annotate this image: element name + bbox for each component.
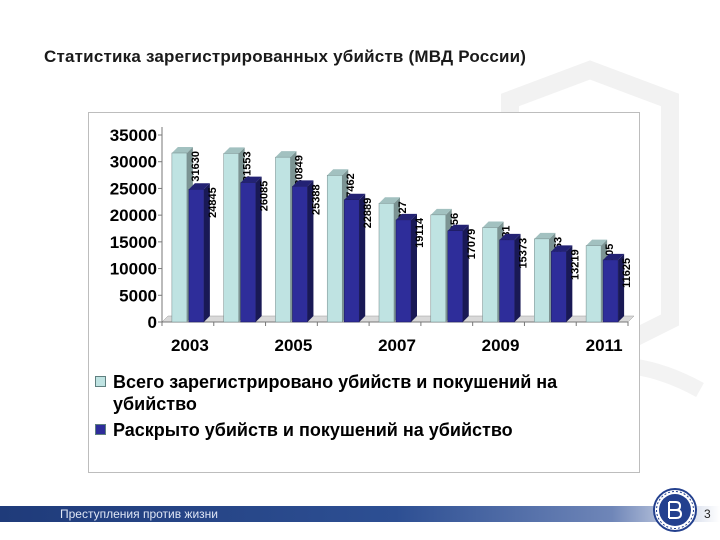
- bar-solved: [499, 239, 515, 323]
- data-label: 19114: [414, 217, 426, 248]
- data-label: 15373: [518, 238, 530, 269]
- data-label: 17079: [466, 229, 478, 260]
- bar-solved: [343, 199, 360, 323]
- footer-text: Преступления против жизни: [60, 507, 218, 521]
- bar-total: [482, 227, 498, 323]
- legend-label-solved: Раскрыто убийств и покушений на убийство: [113, 420, 513, 440]
- bar-solved: [395, 219, 412, 323]
- x-tick-label: 2005: [275, 336, 313, 355]
- legend: Всего зарегистрировано убийств и покушен…: [91, 371, 639, 445]
- bar-top: [534, 232, 556, 239]
- bar-top: [327, 169, 349, 176]
- legend-swatch-total: [95, 376, 106, 387]
- legend-label-total: Всего зарегистрировано убийств и покушен…: [113, 372, 558, 414]
- bar-solved: [188, 189, 205, 323]
- data-label: 25388: [310, 184, 322, 215]
- x-tick-label: 2003: [171, 336, 209, 355]
- bar-total: [430, 214, 447, 323]
- bar-top: [292, 180, 314, 187]
- bar-top: [396, 213, 417, 220]
- bar-side: [618, 253, 625, 322]
- bar-side: [514, 233, 521, 322]
- data-label: 31553: [242, 151, 254, 182]
- y-tick-label: 5000: [119, 286, 157, 305]
- data-label: 22889: [362, 198, 374, 229]
- bar-top: [603, 253, 625, 260]
- bar-top: [379, 197, 400, 204]
- bar-side: [359, 193, 366, 322]
- bar-top: [551, 245, 573, 252]
- x-tick-label: 2007: [378, 336, 416, 355]
- data-label: 11625: [621, 258, 633, 288]
- bar-total: [275, 156, 291, 323]
- bar-top: [447, 224, 469, 231]
- data-label: 31630: [190, 151, 202, 182]
- bar-top: [240, 176, 262, 183]
- data-label: 26085: [259, 181, 271, 212]
- data-label: 24845: [207, 187, 219, 218]
- bar-solved: [447, 230, 464, 323]
- bar-total: [326, 175, 343, 323]
- legend-swatch-solved: [95, 424, 106, 435]
- bar-top: [499, 233, 521, 240]
- bar-top: [171, 147, 193, 154]
- bar-side: [255, 176, 262, 322]
- bar-top: [430, 208, 452, 215]
- bar-top: [344, 193, 366, 200]
- y-tick-label: 25000: [110, 179, 157, 198]
- bar-top: [586, 239, 608, 246]
- y-tick-label: 15000: [110, 233, 157, 252]
- bar-total: [534, 238, 550, 323]
- x-tick-label: 2011: [586, 336, 623, 355]
- slide-title: Статистика зарегистрированных убийств (М…: [44, 47, 527, 66]
- bar-side: [566, 245, 573, 322]
- bar-top: [188, 183, 210, 190]
- data-label: 30849: [293, 155, 305, 186]
- bar-total: [585, 245, 602, 323]
- x-tick-label: 2009: [482, 336, 520, 355]
- bar-side: [307, 180, 314, 322]
- bar-side: [462, 224, 469, 322]
- bar-total: [223, 153, 239, 323]
- bar-total: [171, 152, 188, 323]
- bar-top: [482, 221, 504, 228]
- y-tick-label: 30000: [110, 153, 157, 172]
- y-tick-label: 35000: [110, 126, 157, 145]
- bar-solved: [292, 186, 308, 323]
- bar-top: [223, 147, 245, 154]
- bar-side: [411, 213, 417, 322]
- bar-side: [203, 183, 210, 322]
- y-tick-label: 0: [148, 313, 157, 332]
- legend-item-total: Всего зарегистрировано убийств и покушен…: [91, 371, 639, 415]
- y-tick-label: 20000: [110, 206, 157, 225]
- y-tick-label: 10000: [110, 260, 157, 279]
- bar-solved: [602, 259, 619, 323]
- university-logo-icon: [653, 488, 697, 532]
- bar-solved: [240, 182, 256, 323]
- data-label: 13219: [569, 249, 581, 280]
- legend-item-solved: Раскрыто убийств и покушений на убийство: [91, 419, 639, 441]
- bar-solved: [551, 251, 567, 323]
- bar-top: [275, 151, 297, 158]
- bar-total: [378, 202, 395, 323]
- page-number: 3: [704, 507, 711, 521]
- footer-bar: [0, 506, 720, 522]
